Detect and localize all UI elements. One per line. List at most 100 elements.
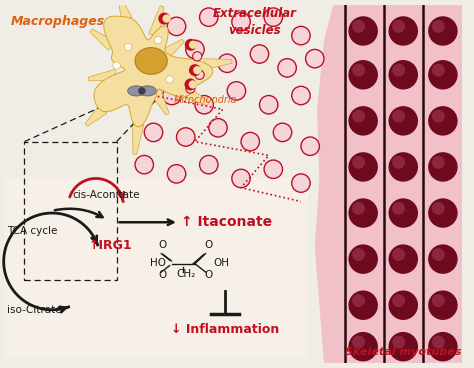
Circle shape xyxy=(392,248,405,261)
Circle shape xyxy=(167,17,186,36)
Circle shape xyxy=(189,40,197,49)
Circle shape xyxy=(389,106,418,136)
Circle shape xyxy=(348,106,378,136)
Circle shape xyxy=(389,198,418,228)
Text: Macrophages: Macrophages xyxy=(10,15,105,28)
Circle shape xyxy=(259,96,278,114)
Circle shape xyxy=(135,155,154,174)
Polygon shape xyxy=(151,89,169,115)
Circle shape xyxy=(432,202,445,215)
Circle shape xyxy=(428,290,458,320)
Circle shape xyxy=(432,64,445,77)
Circle shape xyxy=(432,110,445,123)
Circle shape xyxy=(189,64,201,76)
Circle shape xyxy=(352,294,365,307)
Circle shape xyxy=(189,80,197,89)
Circle shape xyxy=(389,60,418,89)
Circle shape xyxy=(292,26,310,45)
Circle shape xyxy=(158,13,170,25)
Text: cis-Aconitate: cis-Aconitate xyxy=(73,190,140,199)
Polygon shape xyxy=(88,69,117,81)
Circle shape xyxy=(113,62,120,69)
Circle shape xyxy=(278,59,296,77)
Circle shape xyxy=(218,54,237,72)
Circle shape xyxy=(186,84,195,93)
Polygon shape xyxy=(162,39,184,59)
Circle shape xyxy=(432,20,445,33)
Text: CH₂: CH₂ xyxy=(176,269,195,279)
Circle shape xyxy=(428,106,458,136)
Circle shape xyxy=(352,202,365,215)
Circle shape xyxy=(389,290,418,320)
Text: vesicles: vesicles xyxy=(228,24,281,37)
Circle shape xyxy=(184,78,197,91)
Text: ↑IRG1: ↑IRG1 xyxy=(89,239,133,252)
FancyBboxPatch shape xyxy=(4,178,308,358)
Circle shape xyxy=(200,8,218,26)
Circle shape xyxy=(348,290,378,320)
Circle shape xyxy=(428,60,458,89)
Circle shape xyxy=(232,169,250,188)
Circle shape xyxy=(273,123,292,142)
Circle shape xyxy=(352,156,365,169)
Circle shape xyxy=(186,40,204,59)
Circle shape xyxy=(348,60,378,89)
Circle shape xyxy=(193,66,201,74)
Polygon shape xyxy=(94,16,213,127)
Text: O: O xyxy=(159,269,167,280)
Circle shape xyxy=(144,123,163,142)
Circle shape xyxy=(209,118,227,137)
Circle shape xyxy=(163,14,171,23)
Circle shape xyxy=(167,164,186,183)
Polygon shape xyxy=(85,105,107,126)
Circle shape xyxy=(352,20,365,33)
Circle shape xyxy=(389,16,418,46)
Circle shape xyxy=(125,43,132,51)
Circle shape xyxy=(163,86,181,105)
Polygon shape xyxy=(315,5,462,363)
Circle shape xyxy=(432,248,445,261)
Circle shape xyxy=(428,152,458,182)
Circle shape xyxy=(432,156,445,169)
Polygon shape xyxy=(133,124,144,155)
Circle shape xyxy=(389,332,418,361)
Ellipse shape xyxy=(128,86,145,96)
Circle shape xyxy=(428,198,458,228)
Circle shape xyxy=(185,39,197,51)
Circle shape xyxy=(227,82,246,100)
Circle shape xyxy=(232,13,250,31)
Polygon shape xyxy=(149,6,164,37)
Circle shape xyxy=(348,16,378,46)
Circle shape xyxy=(352,64,365,77)
Ellipse shape xyxy=(135,47,167,74)
Circle shape xyxy=(392,20,405,33)
Text: O: O xyxy=(159,240,167,250)
Text: ↑ Itaconate: ↑ Itaconate xyxy=(181,215,272,229)
Circle shape xyxy=(392,336,405,348)
Text: O: O xyxy=(205,269,213,280)
Polygon shape xyxy=(185,88,209,105)
Circle shape xyxy=(432,294,445,307)
Circle shape xyxy=(428,244,458,274)
Circle shape xyxy=(392,294,405,307)
Circle shape xyxy=(138,87,146,95)
Circle shape xyxy=(176,128,195,146)
Circle shape xyxy=(195,96,213,114)
Polygon shape xyxy=(118,0,132,21)
Text: Skeletal myotubes: Skeletal myotubes xyxy=(345,347,462,357)
Text: Mitochondria: Mitochondria xyxy=(174,95,238,105)
Circle shape xyxy=(241,132,259,151)
Circle shape xyxy=(432,336,445,348)
Circle shape xyxy=(292,174,310,192)
Text: ↓ Inflammation: ↓ Inflammation xyxy=(171,323,279,336)
Circle shape xyxy=(306,49,324,68)
Text: OH: OH xyxy=(213,258,229,268)
Circle shape xyxy=(389,152,418,182)
Circle shape xyxy=(428,16,458,46)
Text: TCA cycle: TCA cycle xyxy=(7,226,57,237)
Circle shape xyxy=(155,36,162,44)
Ellipse shape xyxy=(139,86,156,96)
Circle shape xyxy=(154,49,172,68)
Text: HO: HO xyxy=(150,258,166,268)
Circle shape xyxy=(192,52,202,61)
